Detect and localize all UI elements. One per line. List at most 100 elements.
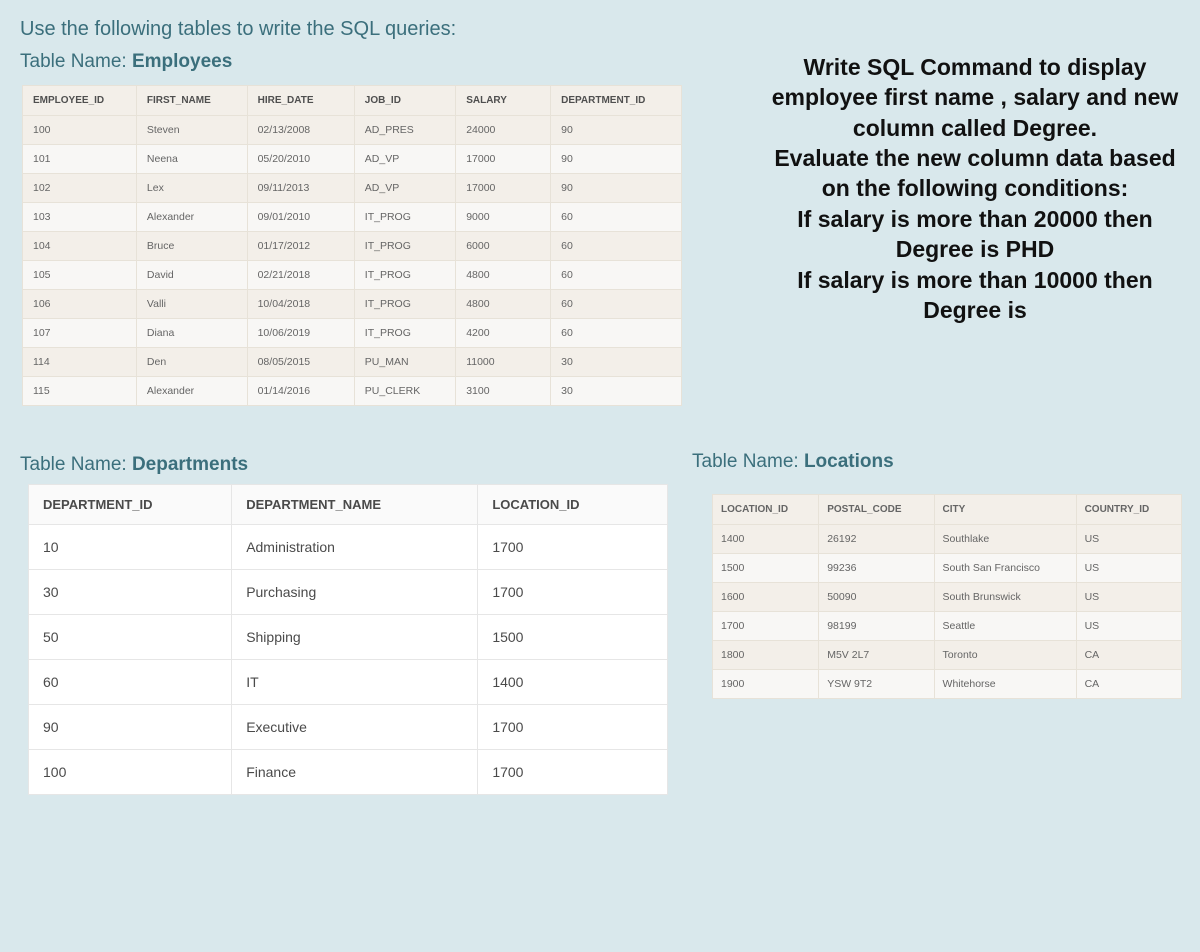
column-header: POSTAL_CODE: [819, 495, 934, 525]
table-cell: Finance: [232, 750, 478, 795]
table-cell: 98199: [819, 612, 934, 641]
table-cell: 90: [551, 174, 682, 203]
employees-table: EMPLOYEE_IDFIRST_NAMEHIRE_DATEJOB_IDSALA…: [22, 85, 682, 406]
table-cell: 4800: [456, 290, 551, 319]
table-cell: US: [1076, 583, 1181, 612]
table-row: 60IT1400: [29, 660, 668, 705]
instruction-line: Write SQL Command to display employee fi…: [760, 52, 1190, 143]
table-row: 160050090South BrunswickUS: [713, 583, 1182, 612]
table-cell: 102: [23, 174, 137, 203]
table-cell: 50: [29, 615, 232, 660]
table-row: 103Alexander09/01/2010IT_PROG900060: [23, 203, 682, 232]
table-cell: Toronto: [934, 641, 1076, 670]
table-cell: Lex: [136, 174, 247, 203]
table-cell: 08/05/2015: [247, 348, 354, 377]
table-cell: 100: [29, 750, 232, 795]
table-row: 100Steven02/13/2008AD_PRES2400090: [23, 116, 682, 145]
table-cell: 3100: [456, 377, 551, 406]
table-cell: 1500: [713, 554, 819, 583]
table-cell: Seattle: [934, 612, 1076, 641]
table-cell: AD_VP: [354, 145, 455, 174]
table-row: 107Diana10/06/2019IT_PROG420060: [23, 319, 682, 348]
label-prefix: Table Name:: [692, 451, 804, 472]
table-cell: 101: [23, 145, 137, 174]
table-cell: PU_MAN: [354, 348, 455, 377]
table-cell: IT_PROG: [354, 203, 455, 232]
table-cell: Alexander: [136, 203, 247, 232]
table-cell: 1400: [478, 660, 668, 705]
table-cell: 107: [23, 319, 137, 348]
label-name: Locations: [804, 451, 894, 472]
locations-table-wrap: LOCATION_IDPOSTAL_CODECITYCOUNTRY_ID1400…: [712, 494, 1182, 699]
column-header: LOCATION_ID: [713, 495, 819, 525]
table-row: 106Valli10/04/2018IT_PROG480060: [23, 290, 682, 319]
table-cell: 6000: [456, 232, 551, 261]
table-cell: IT_PROG: [354, 319, 455, 348]
table-cell: 9000: [456, 203, 551, 232]
column-header: FIRST_NAME: [136, 86, 247, 116]
table-cell: 1700: [478, 750, 668, 795]
departments-table-label: Table Name: Departments: [0, 448, 668, 482]
table-cell: Steven: [136, 116, 247, 145]
table-cell: US: [1076, 525, 1181, 554]
table-cell: 90: [551, 116, 682, 145]
table-cell: Valli: [136, 290, 247, 319]
table-cell: 115: [23, 377, 137, 406]
table-cell: 30: [551, 377, 682, 406]
table-cell: 60: [29, 660, 232, 705]
label-prefix: Table Name:: [20, 454, 132, 475]
table-cell: 02/21/2018: [247, 261, 354, 290]
table-cell: 01/14/2016: [247, 377, 354, 406]
table-row: 1800M5V 2L7TorontoCA: [713, 641, 1182, 670]
label-prefix: Table Name:: [20, 51, 132, 72]
table-cell: Purchasing: [232, 570, 478, 615]
intro-text: Use the following tables to write the SQ…: [0, 0, 1200, 45]
column-header: SALARY: [456, 86, 551, 116]
table-row: 150099236South San FranciscoUS: [713, 554, 1182, 583]
table-cell: IT_PROG: [354, 290, 455, 319]
table-row: 50Shipping1500: [29, 615, 668, 660]
table-cell: 105: [23, 261, 137, 290]
table-cell: M5V 2L7: [819, 641, 934, 670]
table-row: 30Purchasing1700: [29, 570, 668, 615]
table-cell: Southlake: [934, 525, 1076, 554]
table-cell: 104: [23, 232, 137, 261]
label-name: Departments: [132, 454, 248, 475]
table-cell: 1900: [713, 670, 819, 699]
table-cell: Administration: [232, 525, 478, 570]
table-cell: 90: [551, 145, 682, 174]
table-cell: 11000: [456, 348, 551, 377]
table-cell: 1400: [713, 525, 819, 554]
table-row: 101Neena05/20/2010AD_VP1700090: [23, 145, 682, 174]
table-cell: Shipping: [232, 615, 478, 660]
table-cell: 60: [551, 319, 682, 348]
instruction-line: Evaluate the new column data based on th…: [760, 143, 1190, 204]
table-cell: 05/20/2010: [247, 145, 354, 174]
table-cell: YSW 9T2: [819, 670, 934, 699]
table-cell: IT_PROG: [354, 261, 455, 290]
table-cell: 1700: [713, 612, 819, 641]
table-cell: 4800: [456, 261, 551, 290]
table-cell: 17000: [456, 145, 551, 174]
table-cell: AD_PRES: [354, 116, 455, 145]
table-row: 105David02/21/2018IT_PROG480060: [23, 261, 682, 290]
table-cell: 114: [23, 348, 137, 377]
table-row: 102Lex09/11/2013AD_VP1700090: [23, 174, 682, 203]
column-header: DEPARTMENT_ID: [551, 86, 682, 116]
table-cell: Neena: [136, 145, 247, 174]
table-row: 10Administration1700: [29, 525, 668, 570]
table-row: 100Finance1700: [29, 750, 668, 795]
label-name: Employees: [132, 51, 232, 72]
table-row: 114Den08/05/2015PU_MAN1100030: [23, 348, 682, 377]
table-cell: 10/04/2018: [247, 290, 354, 319]
table-cell: 106: [23, 290, 137, 319]
instruction-line: If salary is more than 20000 then Degree…: [760, 204, 1190, 265]
table-cell: Executive: [232, 705, 478, 750]
sql-instructions: Write SQL Command to display employee fi…: [760, 52, 1190, 325]
table-cell: 60: [551, 290, 682, 319]
table-cell: 10/06/2019: [247, 319, 354, 348]
table-cell: Den: [136, 348, 247, 377]
table-cell: Bruce: [136, 232, 247, 261]
table-cell: IT_PROG: [354, 232, 455, 261]
table-cell: 99236: [819, 554, 934, 583]
